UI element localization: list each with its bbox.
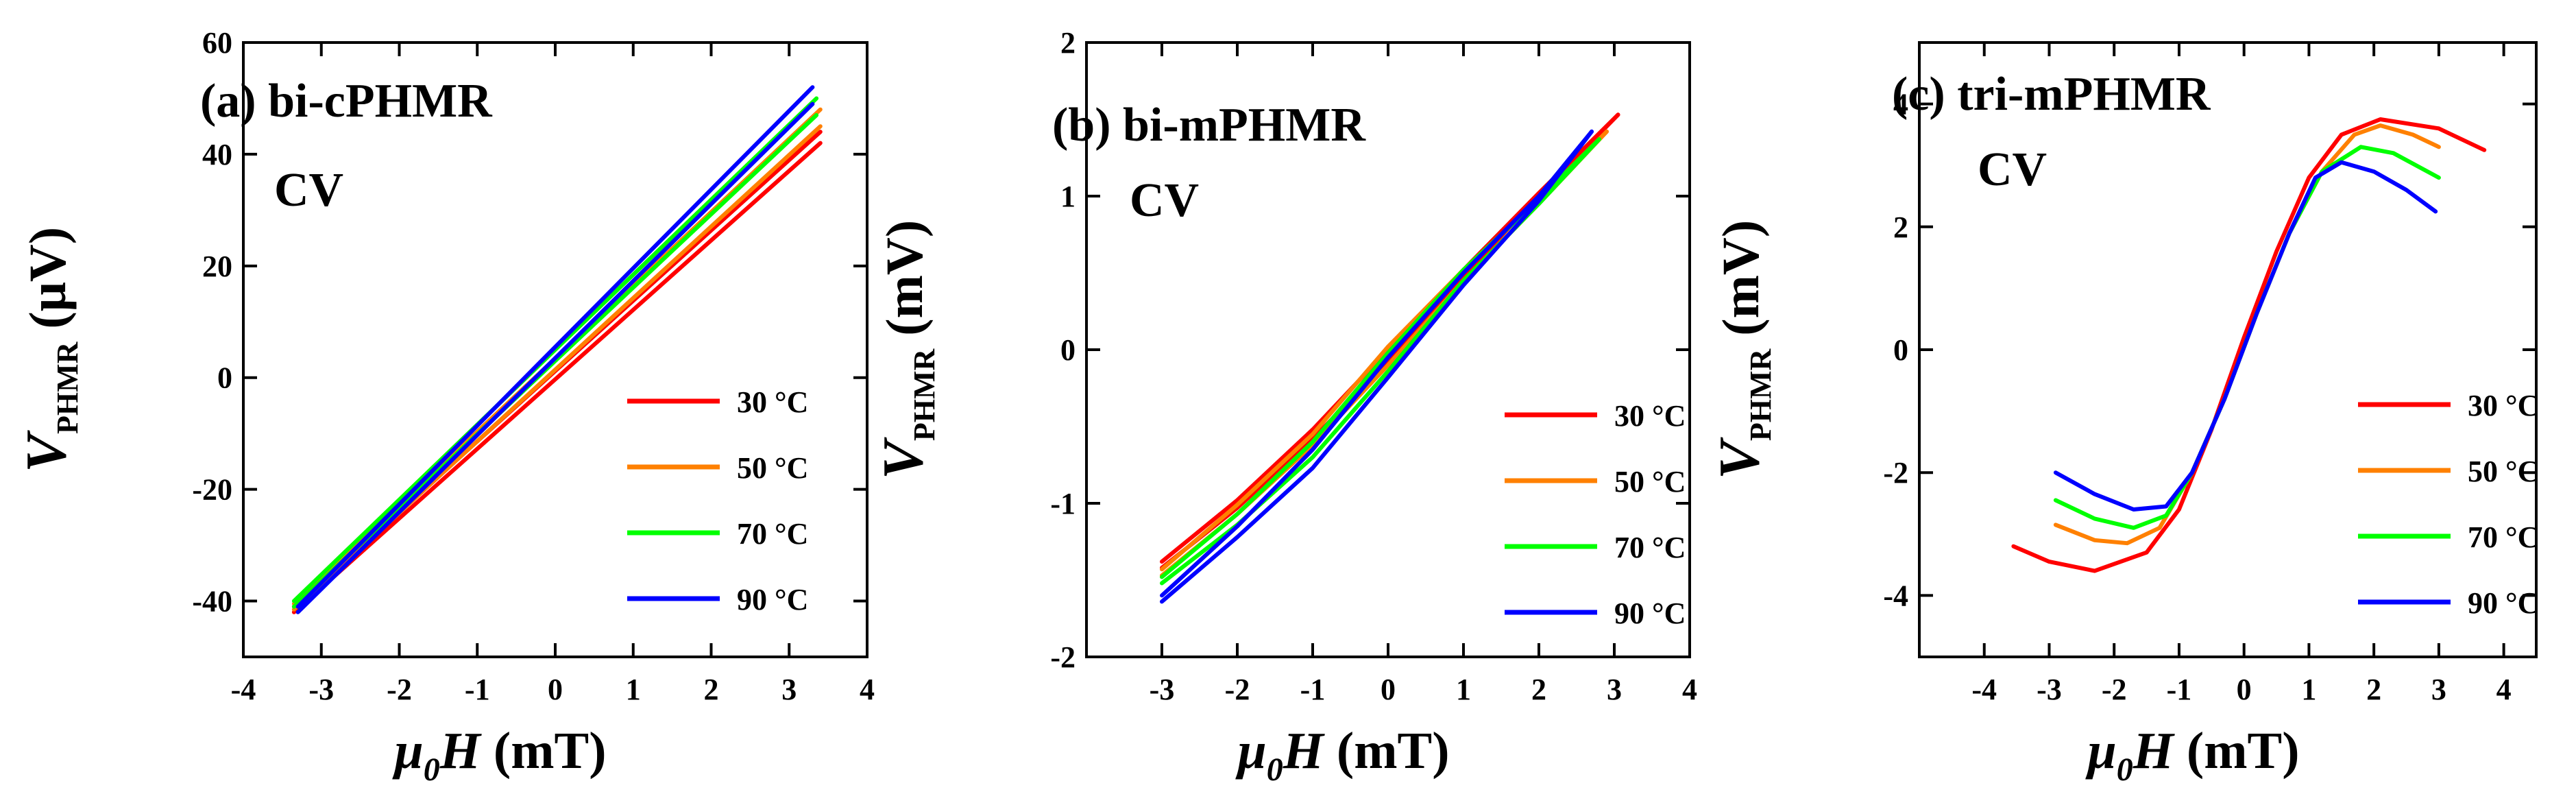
- y-axis-symbol: V: [1708, 437, 1771, 479]
- x-axis-subscript: 0: [424, 752, 440, 788]
- y-tick-label: 1: [1060, 180, 1076, 213]
- x-tick-label: 3: [1607, 673, 1622, 706]
- x-tick-label: 1: [2301, 673, 2316, 706]
- x-tick-label: 2: [704, 673, 719, 706]
- x-tick-label: -4: [231, 673, 256, 706]
- legend-label: 50 °C: [1614, 465, 1686, 498]
- panel-1: -3 -2 -1 0 1 2 3 4 -2 -1 0 1 2 30 °C 50 °C 70 °C 90 °C (b…: [871, 26, 1697, 788]
- y-tick-label: 4: [1893, 88, 1908, 121]
- panel-subtitle: CV: [1978, 143, 2047, 196]
- series-line-3-branch-0: [295, 101, 815, 614]
- y-axis-label: VPHMR (μV): [14, 227, 84, 472]
- x-tick-label: -1: [2167, 673, 2192, 706]
- y-axis-subscript: PHMR: [51, 341, 84, 434]
- y-tick-label: -4: [1883, 579, 1908, 612]
- x-tick-label: 0: [1381, 673, 1396, 706]
- y-tick-label: 2: [1893, 211, 1908, 244]
- x-tick-label: 0: [2237, 673, 2252, 706]
- x-tick-label: -2: [387, 673, 412, 706]
- x-axis-symbol-2: H: [1283, 722, 1326, 780]
- y-tick-label: 2: [1060, 26, 1076, 60]
- y-tick-label: 0: [217, 361, 232, 395]
- x-axis-unit: (mT): [2174, 722, 2300, 780]
- x-axis-symbol-2: H: [439, 722, 483, 780]
- legend-label: 70 °C: [1614, 531, 1686, 564]
- x-tick-label: 1: [626, 673, 641, 706]
- x-tick-label: 4: [2496, 673, 2512, 706]
- series-line-3-branch-1: [1160, 129, 1594, 598]
- x-tick-label: -4: [1971, 673, 1997, 706]
- y-tick-label: -20: [192, 473, 232, 507]
- y-tick-label: -2: [1050, 640, 1076, 674]
- y-tick-label: 20: [202, 250, 232, 283]
- y-tick-label: -40: [192, 585, 232, 618]
- x-axis-symbol: μ: [391, 722, 423, 780]
- x-tick-label: 2: [1531, 673, 1546, 706]
- series-line-3-branch-0: [1160, 129, 1594, 604]
- x-tick-label: 4: [860, 673, 875, 706]
- x-axis-label: μ0H (mT): [2085, 722, 2299, 788]
- x-tick-label: 3: [2431, 673, 2446, 706]
- x-axis-unit: (mT): [1324, 722, 1450, 780]
- panel-0: -4 -3 -2 -1 0 1 2 3 4 -40 -20 0 20 40 60 30 °C 50 °C 70 °…: [14, 26, 875, 788]
- legend-label: 50 °C: [737, 451, 808, 485]
- panel-title: (a) bi-cPHMR: [200, 75, 493, 128]
- y-axis-subscript: PHMR: [908, 348, 941, 441]
- x-tick-label: 0: [548, 673, 563, 706]
- y-tick-label: -2: [1883, 456, 1908, 490]
- x-axis-label: μ0H (mT): [1235, 722, 1449, 788]
- y-axis-unit: (mV): [876, 220, 934, 349]
- x-axis-symbol-2: H: [2133, 722, 2176, 780]
- x-tick-label: -3: [2037, 673, 2062, 706]
- panel-subtitle: CV: [1130, 174, 1199, 227]
- series-line-0-branch-0: [2011, 117, 2487, 573]
- series-line-3-branch-0: [2053, 160, 2438, 512]
- y-axis-label: VPHMR (mV): [871, 220, 941, 479]
- y-tick-label: 0: [1060, 333, 1076, 367]
- x-tick-label: -2: [2102, 673, 2127, 706]
- legend-label: 90 °C: [737, 583, 808, 616]
- x-tick-label: -2: [1225, 673, 1250, 706]
- x-tick-label: -1: [465, 673, 490, 706]
- legend-label: 70 °C: [2468, 520, 2539, 554]
- y-axis-subscript: PHMR: [1744, 348, 1777, 441]
- panel-title: (c) tri-mPHMR: [1892, 68, 2211, 121]
- panel-title: (b) bi-mPHMR: [1052, 99, 1366, 152]
- panel-subtitle: CV: [274, 164, 343, 217]
- x-axis-subscript: 0: [2117, 752, 2133, 788]
- x-axis-label: μ0H (mT): [391, 722, 606, 788]
- panel-2: -4 -3 -2 -1 0 1 2 3 4 -4 -2 0 2 4 30 °C 50 °C 70 °C 90 °C…: [1708, 41, 2539, 788]
- x-tick-label: -3: [1150, 673, 1175, 706]
- y-tick-label: 0: [1893, 333, 1908, 367]
- x-tick-label: 4: [1682, 673, 1697, 706]
- x-tick-label: 1: [1456, 673, 1471, 706]
- plot-frame: [1918, 41, 2538, 658]
- series-line-0-branch-0: [291, 141, 823, 614]
- y-axis-unit: (μV): [19, 227, 77, 342]
- y-tick-label: 60: [202, 26, 232, 60]
- legend-label: 90 °C: [2468, 586, 2539, 620]
- x-tick-label: -1: [1300, 673, 1326, 706]
- x-axis-symbol: μ: [2085, 722, 2116, 780]
- y-axis-symbol: V: [871, 437, 935, 479]
- legend-label: 30 °C: [2468, 389, 2539, 422]
- x-tick-label: -3: [308, 673, 334, 706]
- legend-label: 90 °C: [1614, 597, 1686, 630]
- y-axis-label: VPHMR (mV): [1708, 220, 1777, 479]
- x-axis-unit: (mT): [481, 722, 607, 780]
- y-tick-label: 40: [202, 138, 232, 171]
- y-tick-label: -1: [1050, 487, 1076, 520]
- x-tick-label: 3: [781, 673, 797, 706]
- y-axis-unit: (mV): [1712, 220, 1770, 349]
- x-tick-label: 2: [2366, 673, 2381, 706]
- legend-label: 70 °C: [737, 517, 808, 551]
- legend-label: 30 °C: [1614, 399, 1686, 433]
- legend-label: 30 °C: [737, 385, 808, 419]
- series-line-3-branch-1: [295, 85, 815, 609]
- y-axis-symbol: V: [14, 430, 78, 472]
- legend-label: 50 °C: [2468, 455, 2539, 488]
- x-axis-subscript: 0: [1267, 752, 1283, 788]
- x-axis-symbol: μ: [1235, 722, 1266, 780]
